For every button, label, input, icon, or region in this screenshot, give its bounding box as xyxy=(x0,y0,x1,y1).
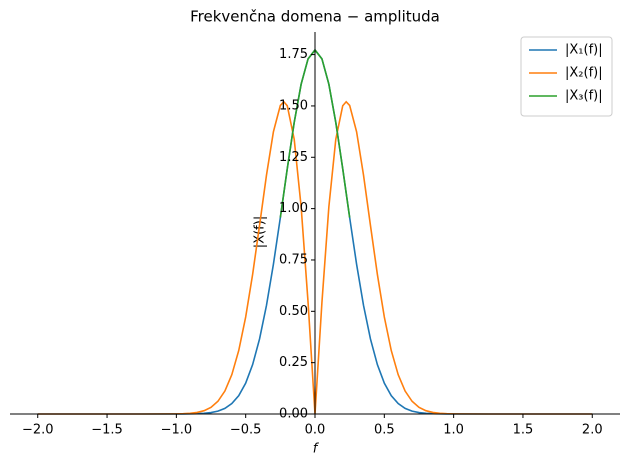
legend-label: |X₂(f)| xyxy=(565,66,603,81)
y-axis-label: |X(f)| xyxy=(253,216,268,248)
y-tick-label: 0.00 xyxy=(279,407,308,422)
y-tick-label: 0.50 xyxy=(279,304,308,319)
y-tick-label: 1.00 xyxy=(279,201,308,216)
y-tick-label: 1.25 xyxy=(279,150,308,165)
x-axis-label: f xyxy=(313,442,320,457)
x-tick-label: 0.5 xyxy=(374,423,395,438)
y-tick-label: 1.50 xyxy=(279,98,308,113)
legend-label: |X₃(f)| xyxy=(565,89,603,104)
chart-title: Frekvenčna domena − amplituda xyxy=(190,8,440,26)
x-tick-label: −2.0 xyxy=(22,423,54,438)
y-tick-label: 0.75 xyxy=(279,252,308,267)
x-tick-label: 1.0 xyxy=(443,423,464,438)
y-tick-label: 1.75 xyxy=(279,47,308,62)
x-tick-label: 2.0 xyxy=(582,423,603,438)
x-tick-label: −1.0 xyxy=(161,423,193,438)
legend: |X₁(f)| |X₂(f)| |X₃(f)| xyxy=(520,36,613,117)
x-tick-label: 0.0 xyxy=(305,423,326,438)
legend-label: |X₁(f)| xyxy=(565,43,603,58)
y-tick-label: 0.25 xyxy=(279,355,308,370)
x-tick-label: 1.5 xyxy=(513,423,534,438)
x-tick-label: −1.5 xyxy=(91,423,123,438)
x-tick-label: −0.5 xyxy=(230,423,262,438)
